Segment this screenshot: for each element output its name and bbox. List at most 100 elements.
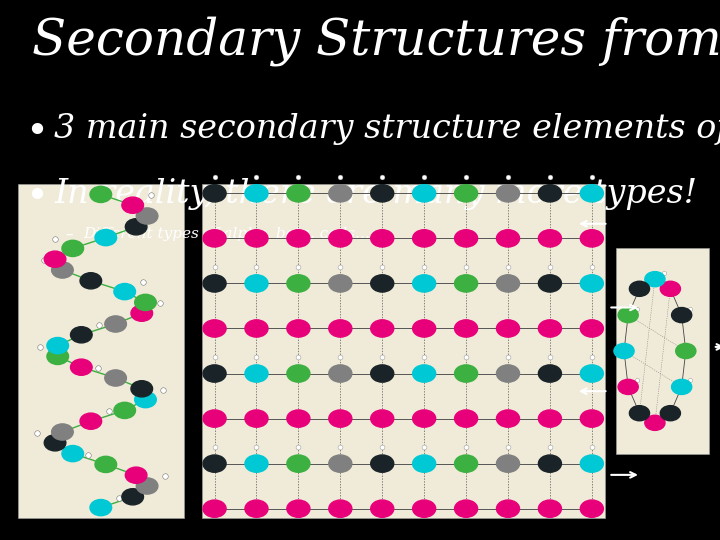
Circle shape [245, 320, 268, 337]
Circle shape [672, 379, 692, 394]
Circle shape [287, 455, 310, 472]
Circle shape [62, 446, 84, 462]
Circle shape [131, 305, 153, 321]
Circle shape [580, 365, 603, 382]
Circle shape [645, 415, 665, 430]
Circle shape [539, 320, 562, 337]
Circle shape [497, 185, 520, 202]
Circle shape [371, 230, 394, 247]
Bar [202, 184, 605, 518]
Circle shape [580, 275, 603, 292]
Circle shape [245, 185, 268, 202]
Circle shape [135, 294, 156, 310]
Circle shape [539, 410, 562, 427]
Circle shape [245, 410, 268, 427]
Circle shape [580, 500, 603, 517]
Text: •: • [25, 178, 48, 216]
Circle shape [539, 500, 562, 517]
Circle shape [497, 320, 520, 337]
Circle shape [80, 413, 102, 429]
Circle shape [287, 365, 310, 382]
Text: •: • [25, 113, 48, 151]
Circle shape [287, 185, 310, 202]
Circle shape [413, 455, 436, 472]
Circle shape [660, 281, 680, 296]
Circle shape [287, 275, 310, 292]
Circle shape [454, 410, 477, 427]
Circle shape [203, 410, 226, 427]
Circle shape [125, 467, 147, 483]
Circle shape [497, 230, 520, 247]
Circle shape [80, 273, 102, 289]
Circle shape [454, 185, 477, 202]
Circle shape [371, 455, 394, 472]
Circle shape [497, 275, 520, 292]
Circle shape [454, 230, 477, 247]
Circle shape [329, 365, 352, 382]
Bar [616, 248, 709, 454]
Circle shape [105, 370, 127, 386]
Circle shape [454, 320, 477, 337]
Circle shape [413, 230, 436, 247]
Circle shape [44, 435, 66, 451]
Circle shape [454, 455, 477, 472]
Circle shape [497, 410, 520, 427]
Circle shape [660, 406, 680, 421]
Circle shape [245, 365, 268, 382]
Circle shape [413, 320, 436, 337]
Circle shape [90, 500, 112, 516]
Circle shape [454, 500, 477, 517]
Circle shape [539, 185, 562, 202]
Circle shape [329, 185, 352, 202]
Circle shape [614, 343, 634, 359]
Text: Secondary Structures from A.A.: Secondary Structures from A.A. [32, 16, 720, 66]
Circle shape [413, 410, 436, 427]
Circle shape [47, 338, 68, 354]
Circle shape [454, 365, 477, 382]
Circle shape [497, 500, 520, 517]
Circle shape [371, 365, 394, 382]
Circle shape [629, 281, 649, 296]
Circle shape [413, 500, 436, 517]
Circle shape [245, 455, 268, 472]
Circle shape [122, 489, 143, 505]
Circle shape [371, 275, 394, 292]
Circle shape [90, 186, 112, 202]
Circle shape [672, 308, 692, 323]
Circle shape [645, 272, 665, 287]
Circle shape [371, 320, 394, 337]
Circle shape [329, 500, 352, 517]
Circle shape [203, 320, 226, 337]
Circle shape [371, 410, 394, 427]
Circle shape [618, 379, 638, 394]
Circle shape [287, 500, 310, 517]
Circle shape [135, 392, 156, 408]
Circle shape [329, 455, 352, 472]
Circle shape [114, 402, 135, 418]
Circle shape [539, 275, 562, 292]
Circle shape [454, 275, 477, 292]
Circle shape [580, 410, 603, 427]
Circle shape [329, 320, 352, 337]
Circle shape [105, 316, 127, 332]
Circle shape [329, 230, 352, 247]
Circle shape [539, 230, 562, 247]
Circle shape [371, 500, 394, 517]
Circle shape [245, 230, 268, 247]
Circle shape [62, 240, 84, 256]
Circle shape [329, 410, 352, 427]
Text: 3 main secondary structure elements often used.: 3 main secondary structure elements ofte… [54, 113, 720, 145]
Circle shape [580, 185, 603, 202]
Circle shape [203, 500, 226, 517]
Circle shape [203, 230, 226, 247]
Circle shape [413, 365, 436, 382]
Circle shape [52, 262, 73, 278]
Circle shape [580, 230, 603, 247]
Circle shape [539, 365, 562, 382]
Circle shape [52, 424, 73, 440]
Circle shape [203, 275, 226, 292]
Circle shape [95, 456, 117, 472]
Circle shape [245, 500, 268, 517]
Circle shape [618, 308, 638, 322]
Circle shape [114, 284, 135, 300]
